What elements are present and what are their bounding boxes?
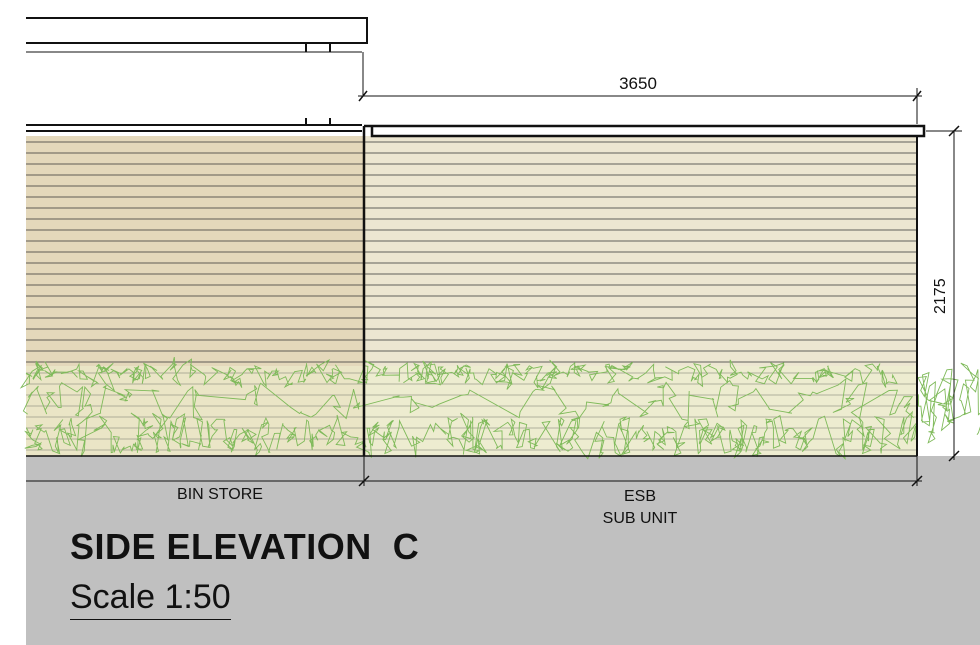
upper-canopy [26,17,368,95]
width-dimension-label: 3650 [619,74,657,93]
dimension-height [926,125,962,462]
hedge-scribble [19,356,980,460]
roof-coping [26,118,926,138]
dimension-zones [26,456,923,487]
ground-area [26,456,980,645]
bin-store-label: BIN STORE [177,486,263,503]
dimension-width [358,88,922,124]
height-dimension-label: 2175 [932,278,949,314]
esb-sub-unit-label: ESB SUB UNIT [570,486,710,530]
esb-label-line1: ESB [623,488,656,505]
drawing-scale: Scale 1:50 [70,578,231,620]
esb-label-line2: SUB UNIT [602,510,678,527]
drawing-title: SIDE ELEVATION C [70,526,420,567]
